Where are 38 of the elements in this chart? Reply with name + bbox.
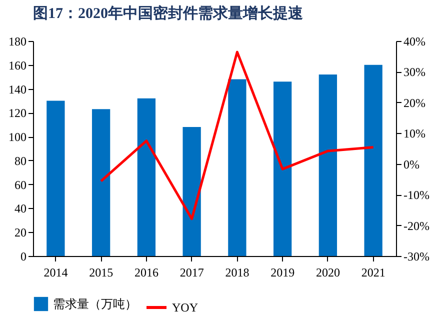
- y-tick-label: 80: [14, 154, 26, 168]
- y2-tick-label: 30%: [404, 65, 426, 80]
- y-tick-label: 40: [14, 202, 26, 216]
- y-tick-label: 0: [20, 250, 26, 264]
- y2-tick-label: 10%: [404, 126, 426, 141]
- bar: [46, 100, 65, 256]
- x-tick-label: 2021: [361, 266, 386, 280]
- y-tick-label: 160: [8, 58, 26, 72]
- x-tick-label: 2020: [316, 266, 340, 280]
- bar: [137, 98, 156, 256]
- chart-title: 图17：2020年中国密封件需求量增长提速: [33, 4, 304, 22]
- y2-tick-label: -10%: [404, 188, 430, 202]
- legend-label: 需求量（万吨）: [53, 297, 137, 311]
- y-tick-label: 120: [8, 106, 26, 120]
- x-tick-label: 2016: [134, 266, 158, 280]
- bar: [182, 127, 201, 256]
- bar: [318, 74, 338, 256]
- y2-tick-label: -30%: [404, 250, 430, 264]
- bar: [364, 64, 382, 256]
- legend-label: YOY: [172, 300, 198, 314]
- y-tick-label: 20: [14, 226, 26, 240]
- y2-tick-label: 40%: [404, 34, 426, 48]
- x-tick-label: 2014: [44, 266, 68, 280]
- bar: [92, 109, 110, 256]
- y-tick-label: 180: [8, 34, 26, 48]
- x-tick-label: 2017: [180, 266, 204, 280]
- y-tick-label: 100: [8, 130, 26, 144]
- y-tick-label: 60: [14, 178, 26, 192]
- x-tick-label: 2015: [89, 266, 114, 280]
- y-tick-label: 140: [8, 82, 26, 96]
- bar: [228, 79, 246, 256]
- x-tick-label: 2019: [270, 266, 295, 280]
- x-tick-label: 2018: [225, 266, 250, 280]
- line-series: [100, 50, 375, 220]
- y2-tick-label: -20%: [404, 218, 430, 233]
- y2-tick-label: 0%: [404, 157, 420, 172]
- y2-tick-label: 20%: [404, 96, 426, 110]
- bar: [273, 82, 292, 256]
